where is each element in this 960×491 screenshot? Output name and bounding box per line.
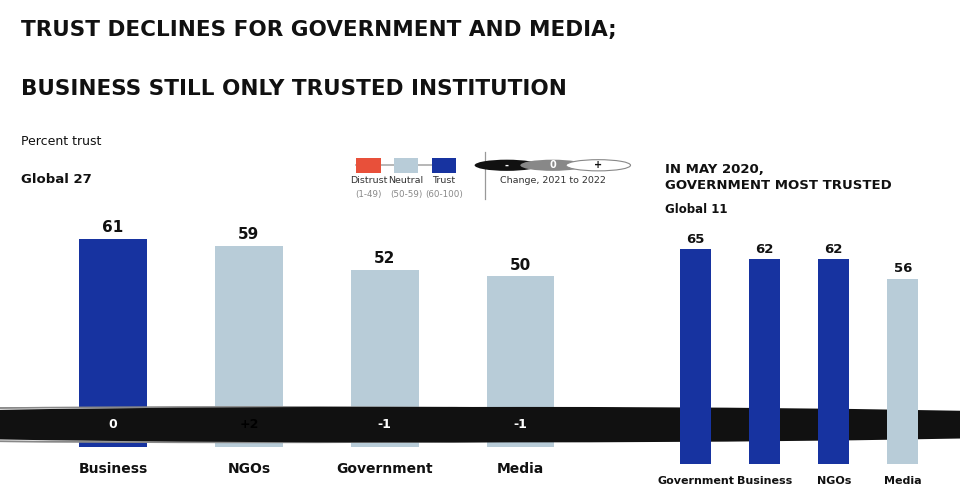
Bar: [432, 158, 456, 173]
Circle shape: [0, 407, 955, 442]
Text: IN MAY 2020,: IN MAY 2020,: [664, 163, 763, 176]
Text: 61: 61: [103, 220, 124, 235]
Text: Change, 2021 to 2022: Change, 2021 to 2022: [499, 176, 606, 186]
Text: GOVERNMENT MOST TRUSTED: GOVERNMENT MOST TRUSTED: [664, 179, 891, 192]
Bar: [818, 259, 850, 464]
Text: Media: Media: [497, 462, 544, 476]
Text: 65: 65: [686, 233, 705, 246]
Bar: [680, 249, 711, 464]
Text: +: +: [594, 160, 602, 170]
Text: Government: Government: [657, 476, 734, 486]
Text: Trust: Trust: [432, 176, 455, 186]
Text: 52: 52: [374, 251, 396, 266]
Bar: [79, 239, 147, 447]
Circle shape: [0, 407, 960, 442]
Text: 0: 0: [549, 160, 556, 170]
Text: Neutral: Neutral: [389, 176, 423, 186]
Text: +2: +2: [239, 418, 258, 431]
Text: 50: 50: [510, 258, 531, 273]
Circle shape: [474, 160, 540, 171]
Bar: [394, 158, 419, 173]
Text: Media: Media: [884, 476, 922, 486]
Text: 56: 56: [894, 262, 912, 275]
Text: (1-49): (1-49): [355, 191, 382, 199]
Text: TRUST DECLINES FOR GOVERNMENT AND MEDIA;: TRUST DECLINES FOR GOVERNMENT AND MEDIA;: [21, 20, 616, 40]
Text: Government: Government: [336, 462, 433, 476]
Circle shape: [566, 160, 631, 171]
Text: -1: -1: [514, 418, 527, 431]
Circle shape: [0, 407, 960, 442]
Bar: [356, 158, 380, 173]
Text: 0: 0: [108, 418, 117, 431]
Circle shape: [0, 407, 819, 442]
Text: 62: 62: [825, 243, 843, 255]
Text: -: -: [505, 160, 509, 170]
Text: (60-100): (60-100): [424, 191, 463, 199]
Bar: [749, 259, 780, 464]
Bar: [350, 270, 419, 447]
Text: 62: 62: [756, 243, 774, 255]
Bar: [487, 276, 555, 447]
Text: Business: Business: [79, 462, 148, 476]
Text: Business: Business: [737, 476, 792, 486]
Bar: [215, 246, 283, 447]
Text: BUSINESS STILL ONLY TRUSTED INSTITUTION: BUSINESS STILL ONLY TRUSTED INSTITUTION: [21, 79, 567, 99]
Circle shape: [520, 160, 585, 171]
Text: (50-59): (50-59): [390, 191, 422, 199]
Text: Global 27: Global 27: [21, 173, 92, 186]
Text: -1: -1: [378, 418, 392, 431]
Text: Percent trust: Percent trust: [21, 135, 102, 148]
Text: 59: 59: [238, 227, 259, 242]
Bar: [887, 279, 919, 464]
Text: Distrust: Distrust: [349, 176, 387, 186]
Text: Global 11: Global 11: [664, 203, 727, 216]
Text: NGOs: NGOs: [817, 476, 851, 486]
Text: NGOs: NGOs: [228, 462, 271, 476]
